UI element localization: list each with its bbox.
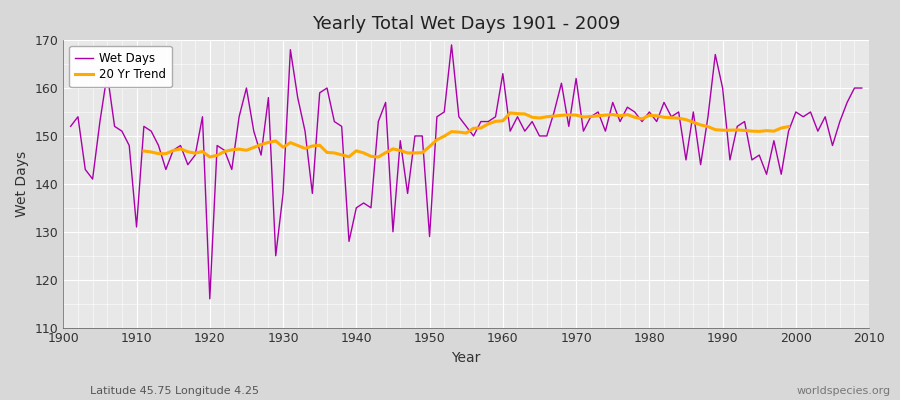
Text: worldspecies.org: worldspecies.org — [796, 386, 891, 396]
Wet Days — [124, 143, 135, 148]
20 Yr Trend — [204, 155, 215, 160]
20 Yr Trend — [395, 148, 406, 153]
20 Yr Trend — [475, 126, 486, 130]
Text: Latitude 45.75 Longitude 4.25: Latitude 45.75 Longitude 4.25 — [90, 386, 259, 396]
X-axis label: Year: Year — [452, 351, 481, 365]
20 Yr Trend — [505, 110, 516, 115]
20 Yr Trend — [227, 148, 238, 152]
Wet Days — [337, 124, 347, 129]
20 Yr Trend — [139, 149, 149, 154]
Title: Yearly Total Wet Days 1901 - 2009: Yearly Total Wet Days 1901 - 2009 — [312, 15, 620, 33]
Wet Days — [512, 114, 523, 119]
Wet Days — [292, 95, 303, 100]
Wet Days — [505, 129, 516, 134]
20 Yr Trend — [278, 145, 289, 150]
Y-axis label: Wet Days: Wet Days — [15, 151, 29, 217]
Line: 20 Yr Trend: 20 Yr Trend — [144, 113, 788, 157]
20 Yr Trend — [783, 124, 794, 129]
Wet Days — [204, 296, 215, 301]
Wet Days — [65, 124, 76, 129]
Wet Days — [857, 86, 868, 90]
Wet Days — [446, 42, 457, 47]
Legend: Wet Days, 20 Yr Trend: Wet Days, 20 Yr Trend — [69, 46, 172, 87]
Line: Wet Days: Wet Days — [70, 45, 862, 299]
Wet Days — [600, 129, 611, 134]
20 Yr Trend — [724, 128, 735, 132]
20 Yr Trend — [212, 153, 222, 158]
